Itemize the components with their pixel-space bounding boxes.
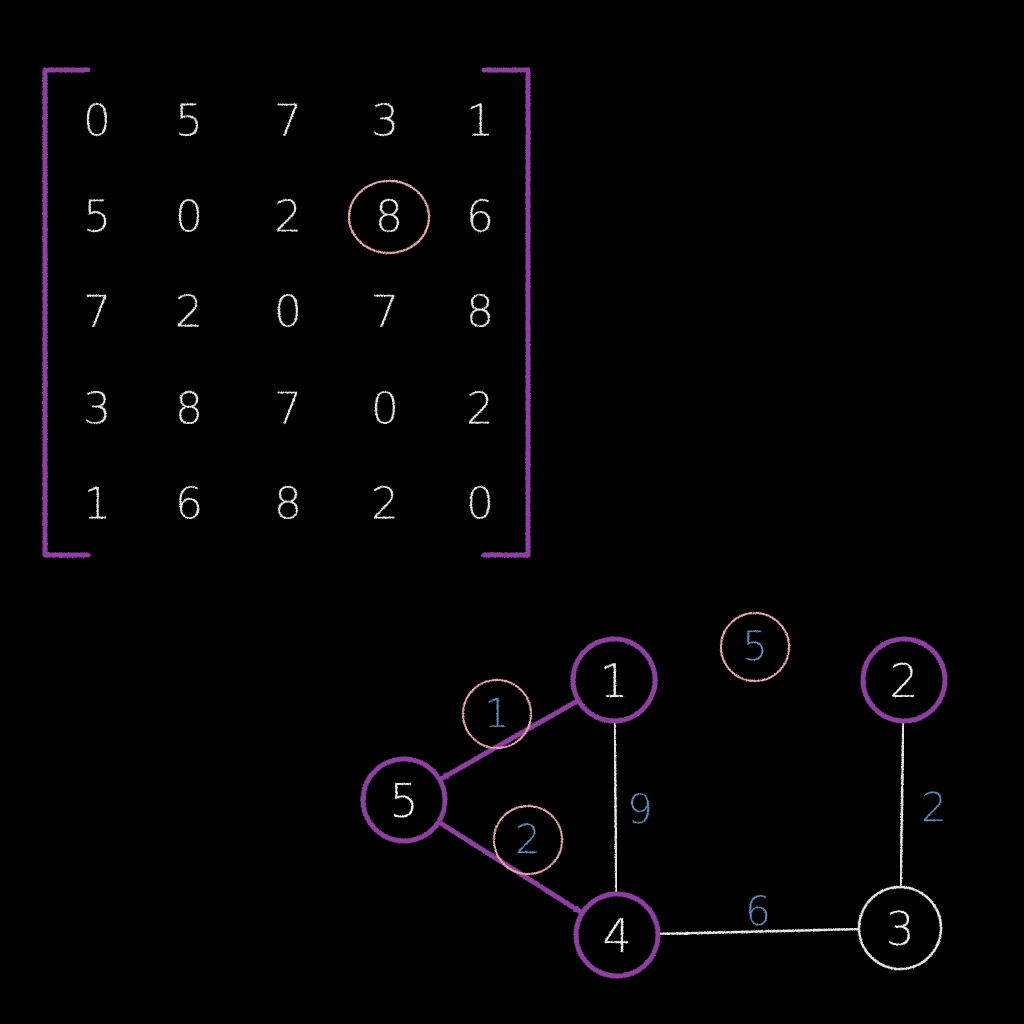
matrix-cell: 0 bbox=[466, 479, 494, 530]
matrix-cell: 6 bbox=[175, 479, 203, 530]
matrix-cell: 5 bbox=[175, 96, 203, 147]
graph-edges bbox=[436, 676, 905, 936]
graph-edge-1-4 bbox=[613, 719, 618, 894]
graph-node-label: 5 bbox=[389, 774, 418, 828]
graph-node-label: 3 bbox=[885, 902, 914, 956]
matrix-cell: 7 bbox=[274, 96, 302, 147]
graph-edge-1-5 bbox=[438, 697, 581, 782]
graph-edge-weights: 5 1 2 9 2 6 bbox=[462, 612, 947, 935]
matrix-cell: 8 bbox=[375, 192, 403, 243]
matrix-cell: 3 bbox=[371, 96, 399, 147]
matrix-cell: 8 bbox=[274, 479, 302, 530]
matrix-cell: 2 bbox=[274, 192, 302, 243]
matrix-cell: 8 bbox=[466, 287, 494, 338]
matrix-cell: 8 bbox=[175, 384, 203, 435]
edge-weight-label: 2 bbox=[515, 817, 540, 863]
matrix-cells: 0 5 7 3 1 5 0 2 8 6 7 2 0 7 8 3 8 7 0 2 1 6 8 2 0 bbox=[83, 96, 494, 530]
matrix-cell: 1 bbox=[83, 479, 111, 530]
graph-node-label: 4 bbox=[602, 909, 631, 963]
matrix-cell: 0 bbox=[175, 192, 203, 243]
matrix-cell: 7 bbox=[371, 287, 399, 338]
edge-weight-label: 1 bbox=[484, 691, 509, 737]
matrix-cell: 0 bbox=[83, 96, 111, 147]
graph-node-4 bbox=[573, 891, 661, 979]
matrix-cell-highlight-circle bbox=[347, 179, 431, 255]
graph-node-5 bbox=[360, 756, 448, 844]
edge-weight-label: 5 bbox=[742, 624, 767, 670]
matrix-cell: 7 bbox=[274, 384, 302, 435]
matrix-left-bracket bbox=[42, 67, 91, 558]
matrix-cell: 0 bbox=[274, 287, 302, 338]
edge-weight-circle bbox=[462, 679, 532, 749]
graph-node-label: 1 bbox=[599, 654, 628, 708]
matrix-cell: 3 bbox=[83, 384, 111, 435]
matrix-cell: 2 bbox=[466, 384, 494, 435]
matrix-right-bracket bbox=[481, 67, 531, 558]
matrix-cell: 0 bbox=[371, 384, 399, 435]
matrix-cell: 2 bbox=[371, 479, 399, 530]
edge-weight-label: 6 bbox=[745, 889, 770, 935]
edge-weight-label: 2 bbox=[921, 785, 946, 831]
distance-matrix: 0 5 7 3 1 5 0 2 8 6 7 2 0 7 8 3 8 7 0 2 1 6 8 2 0 bbox=[42, 67, 531, 558]
matrix-cell: 5 bbox=[83, 192, 111, 243]
graph-edge-4-3 bbox=[656, 927, 859, 936]
graph-edge-2-3 bbox=[899, 719, 905, 887]
edge-weight-circle bbox=[493, 805, 563, 875]
graph-edge-5-4 bbox=[436, 819, 584, 915]
graph-node-label: 2 bbox=[889, 654, 918, 708]
edge-weight-circle bbox=[720, 612, 790, 682]
matrix-cell: 1 bbox=[466, 96, 494, 147]
matrix-cell: 2 bbox=[175, 287, 203, 338]
graph-node-1 bbox=[570, 636, 658, 724]
matrix-cell: 7 bbox=[83, 287, 111, 338]
graph-node-3 bbox=[857, 885, 943, 971]
graph-diagram: 5 1 2 9 2 6 1 2 3 4 5 bbox=[360, 612, 948, 979]
graph-nodes: 1 2 3 4 5 bbox=[360, 636, 948, 979]
edge-weight-label: 9 bbox=[627, 787, 652, 833]
graph-node-2 bbox=[860, 636, 948, 724]
matrix-cell: 6 bbox=[466, 192, 494, 243]
